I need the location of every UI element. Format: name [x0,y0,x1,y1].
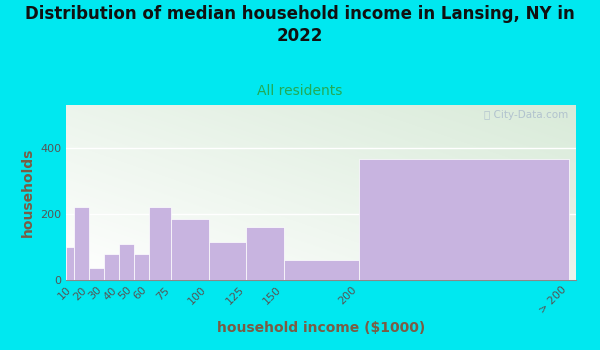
Bar [284,260,359,280]
Text: ⓘ City-Data.com: ⓘ City-Data.com [484,110,568,120]
Bar [119,244,133,280]
X-axis label: household income ($1000): household income ($1000) [217,321,425,335]
Bar [66,247,74,280]
Y-axis label: households: households [20,148,34,237]
Bar [246,227,284,280]
Bar [104,254,119,280]
Bar [359,160,569,280]
Text: All residents: All residents [257,84,343,98]
Bar [171,219,209,280]
Bar [149,207,171,280]
Text: Distribution of median household income in Lansing, NY in
2022: Distribution of median household income … [25,5,575,46]
Bar [89,268,104,280]
Bar [209,242,246,280]
Bar [74,207,89,280]
Bar [133,254,149,280]
